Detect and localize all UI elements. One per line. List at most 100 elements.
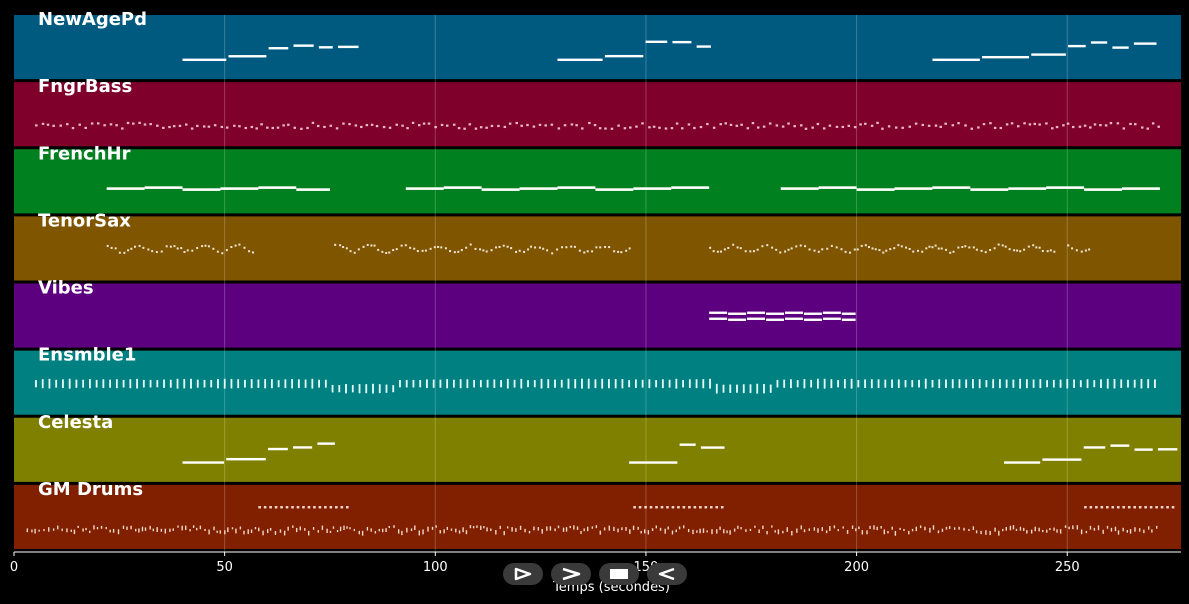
note	[1086, 379, 1089, 389]
stop-button[interactable]	[599, 563, 639, 585]
note	[678, 526, 681, 530]
note	[486, 379, 489, 388]
note	[932, 186, 971, 189]
note	[1039, 379, 1042, 389]
note	[573, 525, 575, 530]
note	[498, 245, 501, 248]
note	[263, 506, 267, 509]
note	[970, 127, 974, 130]
note	[1012, 525, 1015, 530]
note	[144, 527, 147, 531]
note	[1154, 379, 1156, 388]
note	[1053, 250, 1056, 253]
note	[311, 378, 314, 389]
note	[458, 530, 461, 534]
note	[1076, 525, 1079, 530]
note	[931, 246, 934, 249]
note	[138, 244, 141, 247]
note	[1138, 528, 1141, 532]
note	[800, 124, 803, 127]
note	[1106, 506, 1109, 509]
note	[621, 527, 623, 531]
note	[1066, 378, 1069, 389]
note	[248, 250, 251, 253]
note	[238, 125, 241, 128]
note	[422, 529, 424, 535]
note	[123, 251, 126, 254]
note	[55, 379, 58, 388]
note	[185, 123, 188, 126]
note	[412, 379, 415, 388]
note	[1079, 380, 1082, 388]
forward-button[interactable]	[551, 563, 591, 585]
note	[302, 506, 305, 509]
note	[46, 123, 50, 126]
note	[655, 380, 658, 388]
note	[105, 526, 107, 530]
note	[1093, 123, 1097, 126]
note	[1122, 506, 1126, 509]
note	[739, 247, 742, 250]
note	[796, 528, 798, 533]
note	[904, 380, 907, 388]
note	[1023, 248, 1026, 251]
note	[1083, 124, 1087, 127]
note	[720, 506, 724, 509]
note	[299, 526, 301, 531]
note	[1113, 378, 1116, 389]
note	[316, 124, 320, 128]
track-label: Vibes	[38, 278, 94, 299]
note	[601, 378, 604, 389]
back-button[interactable]	[647, 563, 687, 585]
note	[752, 250, 755, 253]
note	[506, 245, 509, 248]
note	[1064, 525, 1067, 528]
note	[287, 123, 290, 126]
note	[112, 528, 115, 533]
note	[457, 127, 461, 130]
track-label: FngrBass	[38, 76, 132, 97]
note	[980, 530, 982, 535]
note	[835, 246, 838, 249]
note	[620, 251, 623, 254]
note	[480, 525, 482, 530]
note	[699, 125, 703, 129]
note	[1148, 526, 1150, 530]
note	[490, 124, 494, 128]
note	[565, 246, 568, 249]
note	[343, 525, 345, 531]
note	[466, 379, 469, 389]
note	[989, 530, 991, 536]
note	[894, 187, 933, 190]
note	[366, 243, 369, 246]
note	[1019, 378, 1022, 389]
note	[537, 527, 540, 531]
note	[1028, 123, 1032, 126]
note	[696, 45, 711, 48]
note	[1147, 379, 1150, 389]
note	[945, 248, 948, 251]
track-lane	[14, 283, 1181, 348]
note	[751, 121, 755, 125]
note	[1157, 448, 1178, 451]
play-button[interactable]	[503, 563, 543, 585]
note	[1084, 188, 1123, 191]
note	[393, 525, 395, 528]
note	[658, 126, 661, 129]
note	[463, 127, 466, 130]
note	[382, 125, 386, 129]
note	[1038, 246, 1041, 249]
note	[837, 529, 839, 532]
note	[972, 246, 975, 249]
note	[617, 528, 619, 533]
note	[586, 250, 589, 253]
note	[604, 127, 607, 130]
note	[1031, 53, 1066, 56]
note	[608, 379, 610, 389]
note	[591, 250, 594, 253]
note	[635, 125, 638, 128]
note	[709, 506, 713, 509]
note	[221, 252, 224, 255]
note	[847, 124, 851, 127]
note	[144, 186, 183, 189]
